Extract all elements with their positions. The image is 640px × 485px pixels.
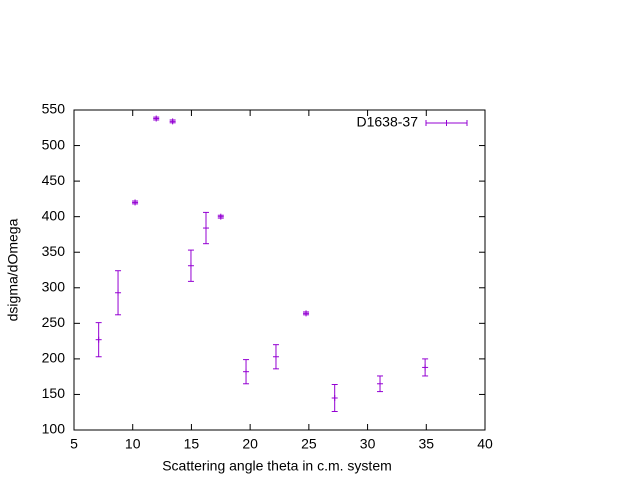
y-tick-label: 300 [42,278,66,294]
point [202,225,209,232]
y-tick-label: 350 [42,243,66,259]
point [115,289,122,296]
y-axis-label: dsigma/dOmega [5,218,21,321]
legend-sample [425,120,468,126]
y-tick-label: 500 [42,136,66,152]
x-tick-label: 5 [70,436,78,452]
y-tick-label: 200 [42,350,66,366]
point [331,395,338,401]
point [153,115,160,122]
x-axis-label: Scattering angle theta in c.m. system [162,458,392,474]
point [422,364,429,371]
x-tick-label: 20 [242,436,258,452]
point [132,199,139,206]
x-tick-label: 40 [477,436,493,452]
point [243,368,250,375]
x-tick-label: 30 [360,436,376,452]
y-tick-label: 250 [42,314,66,330]
point [377,380,384,387]
point [187,262,194,269]
x-tick-label: 15 [184,436,200,452]
point [272,353,279,360]
point [169,118,176,125]
point [303,310,310,317]
y-tick-label: 400 [42,207,66,223]
y-tick-label: 150 [42,385,66,401]
point [95,336,102,343]
plot-border [73,109,486,431]
legend-label: D1638-37 [357,114,419,130]
x-tick-label: 35 [418,436,434,452]
x-tick-label: 10 [125,436,141,452]
point [217,213,224,220]
y-tick-label: 100 [42,421,66,437]
y-tick-label: 450 [42,172,66,188]
x-tick-label: 25 [301,436,317,452]
y-tick-label: 550 [42,101,66,117]
